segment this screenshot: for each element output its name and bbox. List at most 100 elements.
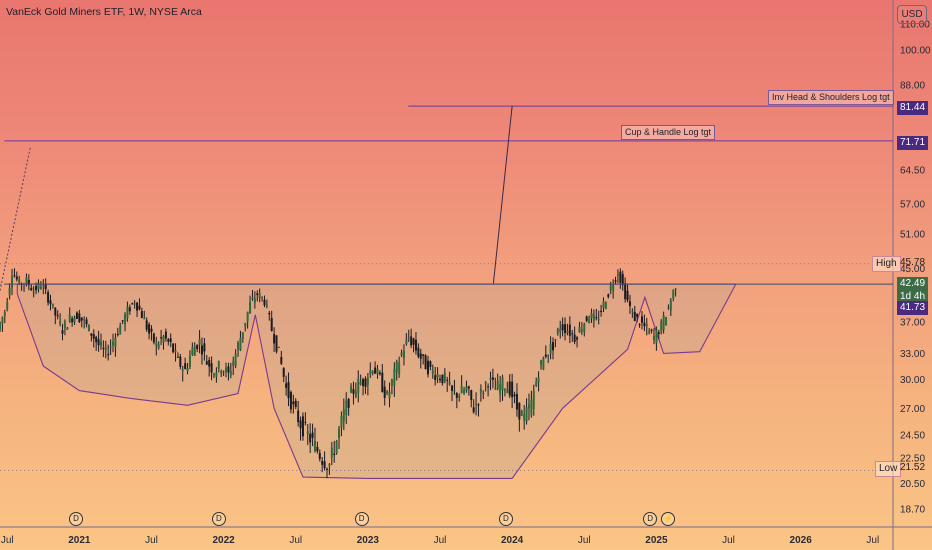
candle-body [376, 368, 379, 375]
candle-body [97, 339, 100, 346]
candle-body [143, 318, 146, 320]
candle-body [181, 369, 184, 371]
candle-body [386, 391, 389, 393]
candle-body [350, 386, 353, 393]
candle-body [366, 377, 369, 386]
candle-body [390, 379, 393, 386]
candle-body [215, 372, 218, 377]
candle-body [657, 332, 660, 335]
candle-body [140, 311, 143, 318]
dividend-icon[interactable]: D [498, 512, 513, 526]
candle-body [436, 374, 439, 378]
candle-body [463, 389, 466, 394]
y-tick-label: 100.00 [900, 45, 931, 56]
candle-body [626, 290, 629, 301]
candle-body [191, 347, 194, 355]
annotation-inv-head-shoulders[interactable]: Inv Head & Shoulders Log tgt [768, 90, 894, 105]
candle-body [25, 277, 28, 285]
candle-body [217, 361, 220, 369]
dividend-icon[interactable]: D [211, 512, 226, 526]
candle-body [124, 314, 127, 325]
candle-body [237, 342, 240, 350]
candle-body [1, 317, 4, 324]
currency-button[interactable]: USD [897, 5, 927, 24]
candle-body [275, 335, 278, 352]
candle-body [650, 329, 653, 331]
candle-body [32, 291, 35, 293]
candle-body [633, 311, 636, 322]
candle-body [624, 283, 627, 300]
candle-body [148, 324, 151, 334]
candle-body [443, 372, 446, 382]
dividend-icon[interactable]: D [643, 512, 658, 526]
candle-body [42, 285, 45, 287]
candle-body [203, 343, 206, 352]
candle-body [87, 324, 90, 331]
candle-body [597, 319, 600, 321]
candle-body [323, 461, 326, 469]
candle-body [347, 399, 350, 408]
candle-body [244, 322, 247, 327]
candle-body [364, 378, 367, 387]
candle-body [511, 381, 514, 398]
candle-body [583, 323, 586, 332]
candle-body [600, 310, 603, 312]
candle-body [554, 339, 557, 341]
candle-body [424, 355, 427, 370]
candle-body [3, 312, 6, 317]
candle-body [222, 371, 225, 373]
candle-body [299, 420, 302, 429]
candle-body [268, 312, 271, 315]
candle-body [614, 280, 617, 282]
candle-body [590, 313, 593, 319]
x-tick-label: Jul [434, 535, 447, 546]
candle-body [342, 409, 345, 421]
candle-body [489, 377, 492, 380]
candle-body [11, 276, 14, 288]
candle-body [547, 354, 550, 357]
candle-body [439, 378, 442, 381]
candle-body [309, 433, 312, 443]
candle-body [265, 304, 268, 307]
x-tick-label: Jul [289, 535, 302, 546]
candle-body [196, 345, 199, 350]
candle-body [251, 297, 254, 300]
x-tick-label: 2023 [357, 535, 380, 546]
candle-body [458, 395, 461, 398]
candle-body [225, 367, 228, 372]
candle-body [503, 389, 506, 391]
dividend-icon[interactable]: D [69, 512, 84, 526]
lightning-icon[interactable]: ⚡ [661, 512, 675, 526]
candle-body [653, 335, 656, 341]
y-tick-label: 22.50 [900, 454, 925, 465]
candle-body [75, 312, 78, 319]
candle-body [164, 331, 167, 339]
candle-body [49, 300, 52, 305]
candle-body [176, 356, 179, 358]
y-tick-label: 110.00 [900, 19, 930, 30]
candle-body [241, 332, 244, 339]
candle-body [297, 410, 300, 423]
candle-body [172, 343, 175, 353]
candle-body [542, 357, 545, 370]
candle-body [335, 440, 338, 454]
candle-body [54, 307, 57, 316]
candle-body [520, 410, 523, 416]
candle-body [371, 371, 374, 374]
candle-body [595, 317, 598, 319]
candle-body [102, 347, 105, 349]
annotation-cup-handle[interactable]: Cup & Handle Log tgt [621, 125, 716, 140]
candle-body [556, 329, 559, 334]
candle-body [465, 386, 468, 391]
candle-body [15, 276, 18, 280]
y-tick-label: 24.50 [900, 430, 925, 441]
candle-body [426, 360, 429, 375]
dividend-icon[interactable]: D [354, 512, 369, 526]
candle-body [160, 337, 163, 339]
candle-body [422, 354, 425, 356]
candle-body [640, 316, 643, 323]
candle-body [47, 292, 50, 303]
candle-body [51, 303, 54, 306]
candle-body [169, 338, 172, 343]
